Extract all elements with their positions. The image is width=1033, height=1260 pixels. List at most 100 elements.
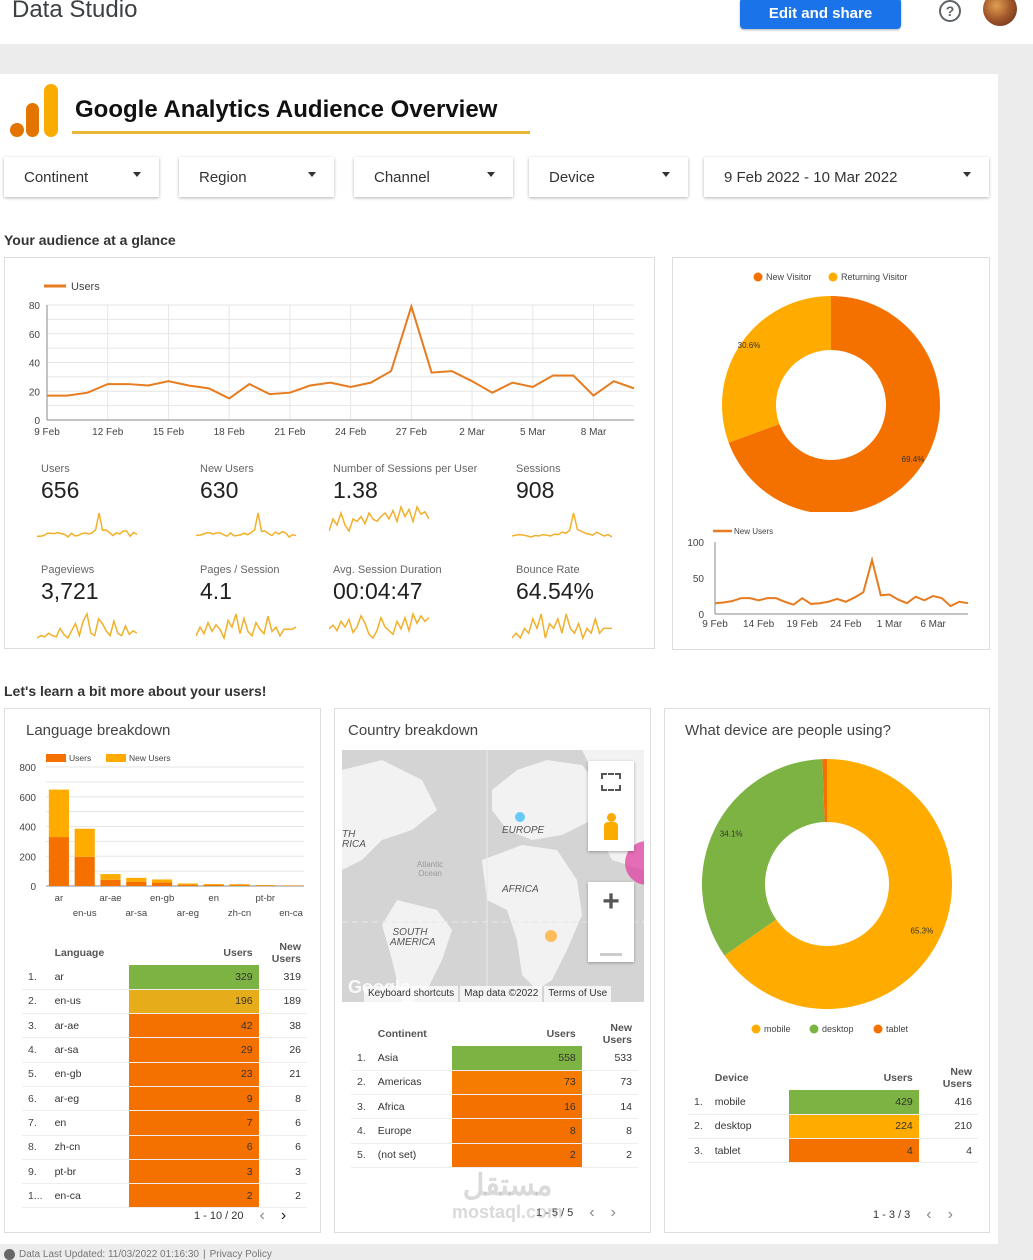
x-tick-label: 9 Feb [702, 619, 728, 630]
next-page-icon[interactable]: › [611, 1204, 616, 1222]
help-icon[interactable]: ? [939, 0, 961, 22]
prev-page-icon[interactable]: ‹ [926, 1206, 931, 1224]
bar-new-users [75, 829, 95, 857]
zoom-in-icon[interactable]: + [588, 882, 634, 922]
privacy-policy-link[interactable]: Privacy Policy [210, 1249, 272, 1260]
x-tick-label: en-gb [150, 893, 174, 904]
legend-label: tablet [886, 1024, 909, 1034]
slice-label: 65.3% [911, 926, 934, 935]
terms-of-use-link[interactable]: Terms of Use [544, 986, 611, 1002]
column-header[interactable]: Device [709, 1066, 789, 1090]
filter-device[interactable]: Device [529, 157, 688, 197]
row-new-users: 4 [919, 1139, 978, 1163]
row-name: mobile [709, 1090, 789, 1114]
filter-continent[interactable]: Continent [4, 157, 159, 197]
language-card-title: Language breakdown [26, 722, 170, 739]
sparkline [196, 509, 296, 541]
legend-label: mobile [764, 1024, 791, 1034]
pegman-icon[interactable] [602, 813, 620, 841]
map-data-text: Map data ©2022 [460, 986, 542, 1002]
prev-page-icon[interactable]: ‹ [260, 1207, 265, 1225]
sparkline-path [512, 513, 612, 537]
x-tick-label: en [208, 893, 219, 904]
row-index: 3. [22, 1014, 49, 1038]
legend-swatch [106, 754, 126, 762]
date-range-picker[interactable]: 9 Feb 2022 - 10 Mar 2022 [704, 157, 989, 197]
keyboard-shortcuts-link[interactable]: Keyboard shortcuts [364, 986, 458, 1002]
legend-label: New Users [734, 527, 773, 536]
legend-label: Users [71, 281, 100, 293]
row-new-users: 416 [919, 1090, 978, 1114]
y-tick-label: 60 [29, 330, 41, 341]
x-tick-label: 19 Feb [787, 619, 819, 630]
sparkline [37, 610, 137, 642]
filter-channel[interactable]: Channel [354, 157, 513, 197]
zoom-out-icon[interactable] [600, 953, 622, 956]
row-name: (not set) [372, 1143, 452, 1167]
filter-label: Continent [24, 169, 88, 186]
row-users: 429 [789, 1090, 919, 1114]
x-tick-label: 5 Mar [520, 427, 546, 438]
prev-page-icon[interactable]: ‹ [589, 1204, 594, 1222]
column-header[interactable]: New Users [259, 941, 307, 965]
row-users: 558 [452, 1046, 582, 1070]
legend-dot [810, 1025, 819, 1034]
x-tick-label: 24 Feb [830, 619, 862, 630]
device-card-title: What device are people using? [685, 722, 891, 739]
column-header[interactable]: Users [789, 1066, 919, 1090]
next-page-icon[interactable]: › [948, 1206, 953, 1224]
bar-new-users [204, 884, 224, 885]
column-header[interactable]: Users [129, 941, 259, 965]
row-name: en-ca [49, 1184, 129, 1208]
map-attribution: Keyboard shortcuts Map data ©2022 Terms … [362, 986, 611, 1002]
x-tick-label: 6 Mar [920, 619, 946, 630]
column-header[interactable]: Users [452, 1022, 582, 1046]
next-page-icon[interactable]: › [281, 1207, 286, 1225]
bar-new-users [126, 878, 146, 882]
filter-region[interactable]: Region [179, 157, 334, 197]
top-bar: Data Studio Edit and share ? [0, 0, 1033, 44]
row-new-users: 319 [259, 965, 307, 989]
x-tick-label: 24 Feb [335, 427, 367, 438]
column-header[interactable]: New Users [919, 1066, 978, 1090]
scorecard-label: Pages / Session [200, 564, 280, 576]
edit-and-share-button[interactable]: Edit and share [740, 0, 901, 29]
sparkline [37, 509, 137, 541]
column-header[interactable]: Continent [372, 1022, 452, 1046]
filter-label: Channel [374, 169, 430, 186]
donut-slice-returning-visitor [722, 296, 831, 443]
avatar[interactable] [983, 0, 1017, 26]
bar-users [49, 837, 69, 886]
new-users-series-line [715, 560, 968, 606]
row-name: ar-sa [49, 1038, 129, 1062]
column-header[interactable]: Language [49, 941, 129, 965]
country-map[interactable]: EUROPE AFRICA SOUTH AMERICA Atlantic Oce… [342, 750, 644, 1002]
bar-new-users [152, 879, 172, 882]
row-new-users: 8 [582, 1119, 638, 1143]
row-new-users: 6 [259, 1111, 307, 1135]
row-new-users: 2 [582, 1143, 638, 1167]
fullscreen-icon[interactable] [601, 773, 621, 791]
header-index [22, 941, 49, 965]
column-header[interactable]: New Users [582, 1022, 638, 1046]
row-new-users: 26 [259, 1038, 307, 1062]
